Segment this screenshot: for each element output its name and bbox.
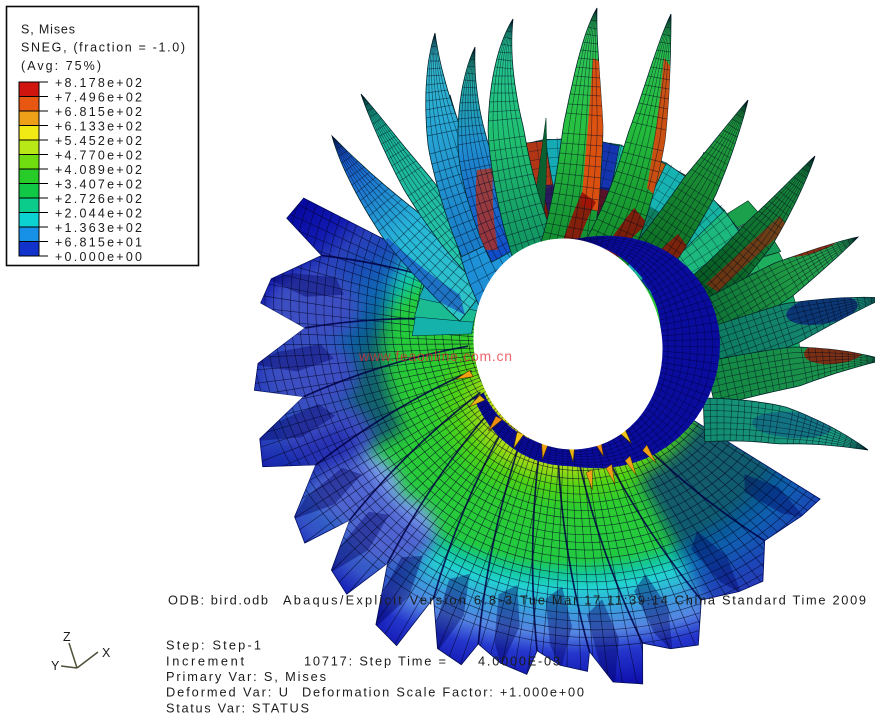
svg-text:+4.770e+02: +4.770e+02	[55, 149, 142, 163]
svg-text:Z: Z	[63, 630, 71, 644]
svg-text:+0.000e+00: +0.000e+00	[55, 250, 142, 264]
svg-text:+6.815e+02: +6.815e+02	[55, 105, 142, 119]
svg-text:Status Var: STATUS: Status Var: STATUS	[166, 701, 309, 716]
svg-text:SNEG, (fraction = -1.0): SNEG, (fraction = -1.0)	[21, 41, 185, 55]
svg-text:Deformation Scale Factor: +1.0: Deformation Scale Factor: +1.000e+00	[302, 685, 584, 700]
svg-text:Step: Step-1: Step: Step-1	[166, 638, 261, 653]
svg-text:+1.363e+02: +1.363e+02	[55, 221, 142, 235]
svg-text:+8.178e+02: +8.178e+02	[55, 76, 142, 90]
svg-text:S, Mises: S, Mises	[21, 23, 75, 37]
svg-text:4.0000E-03: 4.0000E-03	[478, 654, 560, 669]
svg-text:+3.407e+02: +3.407e+02	[55, 178, 142, 192]
svg-text:X: X	[102, 646, 111, 660]
svg-text:+2.726e+02: +2.726e+02	[55, 192, 142, 206]
svg-text:www.feaonline.com.cn: www.feaonline.com.cn	[358, 348, 512, 364]
svg-text:(Avg: 75%): (Avg: 75%)	[21, 59, 101, 73]
svg-text:10717: Step Time =: 10717: Step Time =	[304, 654, 446, 669]
svg-text:Y: Y	[51, 659, 60, 673]
svg-text:+6.815e+01: +6.815e+01	[55, 236, 142, 250]
svg-text:Abaqus/Explicit Version 6.8-3: Abaqus/Explicit Version 6.8-3	[283, 593, 512, 608]
svg-text:+4.089e+02: +4.089e+02	[55, 163, 142, 177]
svg-text:+2.044e+02: +2.044e+02	[55, 207, 142, 221]
svg-text:+5.452e+02: +5.452e+02	[55, 134, 142, 148]
svg-text:+7.496e+02: +7.496e+02	[55, 91, 142, 105]
svg-text:+6.133e+02: +6.133e+02	[55, 120, 142, 134]
svg-text:Primary Var: S, Mises: Primary Var: S, Mises	[166, 669, 326, 684]
